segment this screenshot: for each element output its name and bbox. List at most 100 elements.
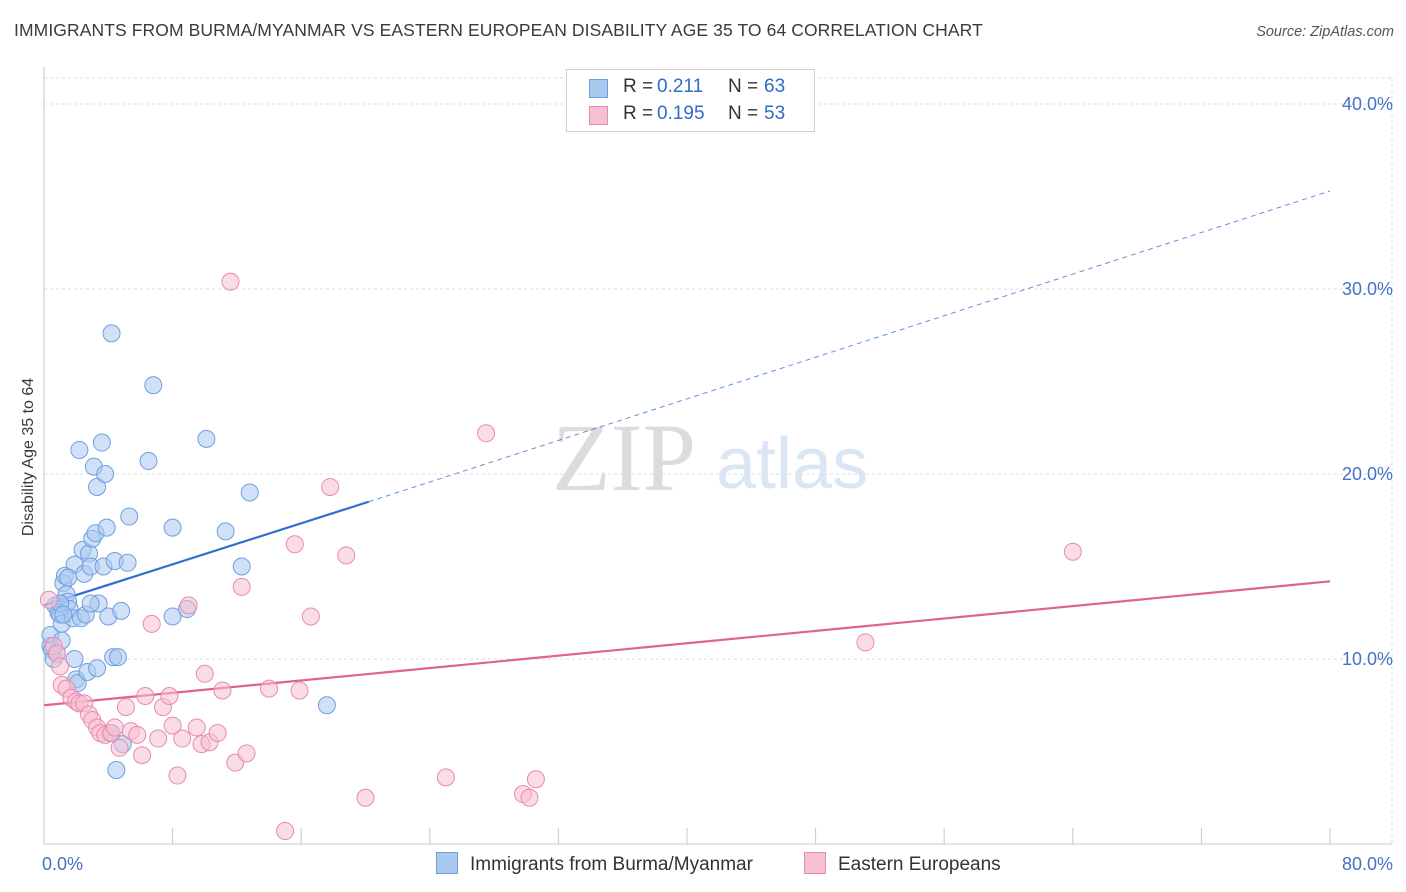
point-eastern xyxy=(436,768,455,787)
point-eastern xyxy=(321,477,340,496)
point-burma xyxy=(54,605,73,624)
point-eastern xyxy=(301,607,320,626)
watermark-zip-text: ZIP xyxy=(552,404,696,511)
point-eastern xyxy=(337,546,356,565)
point-burma xyxy=(102,324,121,343)
point-burma xyxy=(96,465,115,483)
point-burma xyxy=(240,483,259,502)
legend-label-eastern: Eastern Europeans xyxy=(838,854,1001,875)
point-eastern xyxy=(856,633,875,652)
legend-item-burma: Immigrants from Burma/Myanmar xyxy=(436,852,753,876)
point-eastern xyxy=(179,596,198,615)
point-burma xyxy=(163,518,182,537)
legend-label-burma: Immigrants from Burma/Myanmar xyxy=(470,854,753,875)
source-label: Source: ZipAtlas.com xyxy=(1256,24,1394,40)
x-tick-label-min: 0.0% xyxy=(42,854,83,874)
tick-labels: 10.0% 20.0% 30.0% 40.0% 0.0% 80.0% xyxy=(42,94,1393,874)
point-eastern xyxy=(39,590,58,609)
point-eastern xyxy=(1063,542,1082,561)
point-burma xyxy=(70,440,89,459)
y-tick-label: 30.0% xyxy=(1342,279,1393,299)
stats-swatch-eastern xyxy=(589,106,608,125)
point-burma xyxy=(197,429,216,448)
point-eastern xyxy=(128,725,147,744)
point-burma xyxy=(144,376,163,395)
point-burma xyxy=(139,452,158,471)
point-eastern xyxy=(51,657,70,676)
point-burma xyxy=(120,507,139,526)
point-eastern xyxy=(232,577,251,596)
point-eastern xyxy=(526,770,545,789)
point-eastern xyxy=(168,766,187,785)
point-eastern xyxy=(187,718,206,737)
legend-swatch-burma xyxy=(436,852,458,874)
point-eastern xyxy=(105,718,124,737)
point-eastern xyxy=(163,716,182,735)
watermark-atlas-text: atlas xyxy=(716,424,868,504)
stats-r-label: R = xyxy=(623,76,654,97)
y-tick-label: 40.0% xyxy=(1342,94,1393,114)
point-eastern xyxy=(260,679,279,698)
y-tick-label: 10.0% xyxy=(1342,649,1393,669)
point-burma xyxy=(232,557,251,576)
point-eastern xyxy=(160,687,179,705)
gridlines xyxy=(44,77,1393,844)
point-burma xyxy=(81,594,100,613)
stats-row-burma: R = 0.211 N = 63 xyxy=(567,76,814,100)
point-burma xyxy=(65,650,84,668)
stats-n-value: 53 xyxy=(764,103,786,124)
stats-r-value: 0.211 xyxy=(657,76,704,97)
axes xyxy=(43,67,1392,845)
stats-n-label: N = xyxy=(728,103,759,124)
x-tick-label-max: 80.0% xyxy=(1342,854,1393,874)
point-burma xyxy=(112,601,131,620)
point-eastern xyxy=(290,681,309,700)
point-eastern xyxy=(173,729,192,748)
trendline-eastern xyxy=(43,580,1331,707)
point-burma xyxy=(97,518,116,537)
point-burma xyxy=(88,477,107,496)
point-burma xyxy=(107,761,126,779)
trendlines xyxy=(43,190,1331,707)
y-tick-label: 20.0% xyxy=(1342,464,1393,484)
stats-r-label: R = xyxy=(623,103,654,124)
point-burma xyxy=(163,607,182,626)
point-eastern xyxy=(221,272,240,291)
point-eastern xyxy=(285,535,304,554)
legend-item-eastern: Eastern Europeans xyxy=(804,852,1001,876)
stats-n-value: 63 xyxy=(764,76,786,97)
point-eastern xyxy=(110,738,129,757)
point-eastern xyxy=(149,729,168,748)
point-eastern xyxy=(133,746,152,765)
watermark: ZIP atlas xyxy=(552,404,868,511)
legend-swatch-eastern xyxy=(804,852,826,874)
point-burma xyxy=(108,648,127,667)
stats-n-label: N = xyxy=(728,76,759,97)
point-burma xyxy=(118,553,137,572)
point-eastern xyxy=(477,424,496,443)
point-burma xyxy=(216,522,235,541)
point-burma xyxy=(92,433,111,452)
stats-box: R = 0.211 N = 63 R = 0.195 N = 53 xyxy=(566,69,815,132)
stats-row-eastern: R = 0.195 N = 53 xyxy=(567,103,814,127)
trendline-burma xyxy=(43,500,370,607)
data-points xyxy=(39,272,1082,841)
point-eastern xyxy=(136,687,155,705)
point-eastern xyxy=(142,614,161,633)
point-burma xyxy=(88,659,107,678)
point-eastern xyxy=(195,664,214,683)
point-eastern xyxy=(520,788,539,807)
stats-r-value: 0.195 xyxy=(657,103,705,124)
stats-swatch-burma xyxy=(589,79,608,98)
point-burma xyxy=(59,568,78,587)
point-eastern xyxy=(276,822,295,841)
chart-title: IMMIGRANTS FROM BURMA/MYANMAR VS EASTERN… xyxy=(14,20,983,40)
point-eastern xyxy=(116,698,135,717)
point-eastern xyxy=(237,744,256,763)
point-eastern xyxy=(213,681,232,700)
point-eastern xyxy=(208,724,227,742)
trendline-burma-extension xyxy=(368,190,1331,503)
point-burma xyxy=(317,696,336,715)
point-eastern xyxy=(356,788,375,807)
